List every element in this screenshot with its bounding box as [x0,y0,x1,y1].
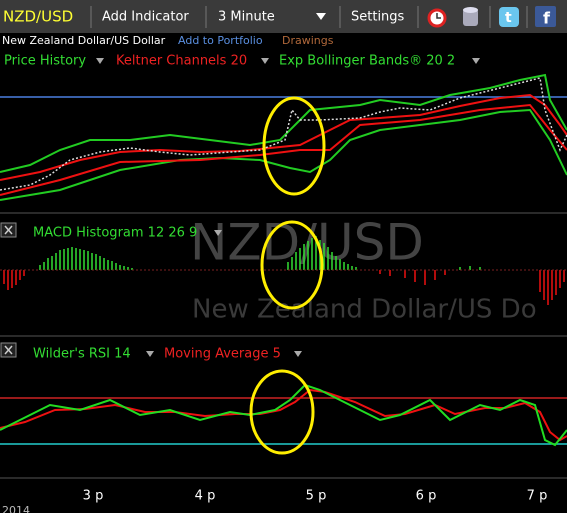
alarm-icon[interactable] [427,8,447,28]
watermark-symbol: NZD/USD [190,214,424,272]
macd-negative-bars [3,270,565,305]
drawings[interactable]: Drawings [282,34,334,47]
highlight-ellipse [249,369,315,455]
watermark-name: New Zealand Dollar/US Do [192,295,537,325]
keltner-lower [0,103,567,196]
twitter-icon[interactable]: t [499,7,519,27]
facebook-icon[interactable]: f [535,6,556,28]
toolbar [0,0,567,33]
price-history [0,77,567,191]
svg-text:f: f [543,9,551,28]
highlight-ellipse [260,220,324,310]
add-to-portfolio[interactable]: Add to Portfolio [178,34,263,47]
highlight-ellipse [262,96,326,196]
x-tick-label: 3 p [83,489,104,504]
settings[interactable]: Settings [351,10,405,25]
dropdown-arrow[interactable] [472,58,480,64]
indicator-price[interactable]: Price History [4,54,86,69]
moving-average-label[interactable]: Moving Average 5 [164,347,281,362]
instrument-name: New Zealand Dollar/US Dollar [2,34,166,47]
x-tick-label: 7 p [527,489,548,504]
indicator-keltner[interactable]: Keltner Channels 20 [116,54,247,69]
keltner-upper [0,93,567,181]
close-button[interactable] [0,222,17,238]
macd-positive-bars [39,236,481,270]
svg-text:t: t [505,10,512,26]
dropdown-arrow[interactable] [294,351,302,357]
x-axis-year: 2014 [2,504,30,513]
x-tick-label: 6 p [416,489,437,504]
dropdown-arrow[interactable] [96,58,104,64]
dropdown-arrow[interactable] [146,351,154,357]
dropdown-arrow[interactable] [214,230,222,236]
bollinger-lower [0,108,567,201]
rsi-line [0,383,567,447]
dropdown-arrow[interactable] [316,13,326,20]
x-tick-label: 4 p [195,489,216,504]
add-indicator[interactable]: Add Indicator [102,10,189,25]
rsi-label[interactable]: Wilder's RSI 14 [33,347,131,362]
close-button[interactable] [0,342,17,358]
database-icon[interactable] [463,7,478,26]
rsi-moving-average [0,388,567,442]
macd-label[interactable]: MACD Histogram 12 26 9 [33,226,197,241]
interval[interactable]: 3 Minute [218,10,275,25]
dropdown-arrow[interactable] [261,58,269,64]
indicator-bollinger[interactable]: Exp Bollinger Bands® 20 2 [279,54,455,69]
bollinger-upper [0,73,567,173]
x-tick-label: 5 p [306,489,327,504]
symbol[interactable]: NZD/USD [3,8,73,26]
